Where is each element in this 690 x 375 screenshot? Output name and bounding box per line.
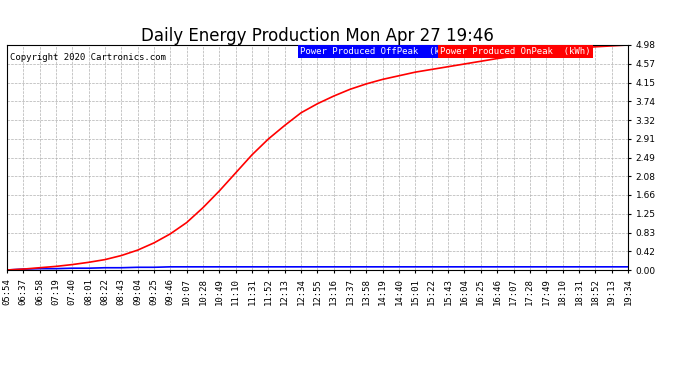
Text: Copyright 2020 Cartronics.com: Copyright 2020 Cartronics.com [10,53,166,62]
Text: Power Produced OffPeak  (kWh): Power Produced OffPeak (kWh) [300,47,456,56]
Title: Daily Energy Production Mon Apr 27 19:46: Daily Energy Production Mon Apr 27 19:46 [141,27,494,45]
Text: Power Produced OnPeak  (kWh): Power Produced OnPeak (kWh) [440,47,591,56]
